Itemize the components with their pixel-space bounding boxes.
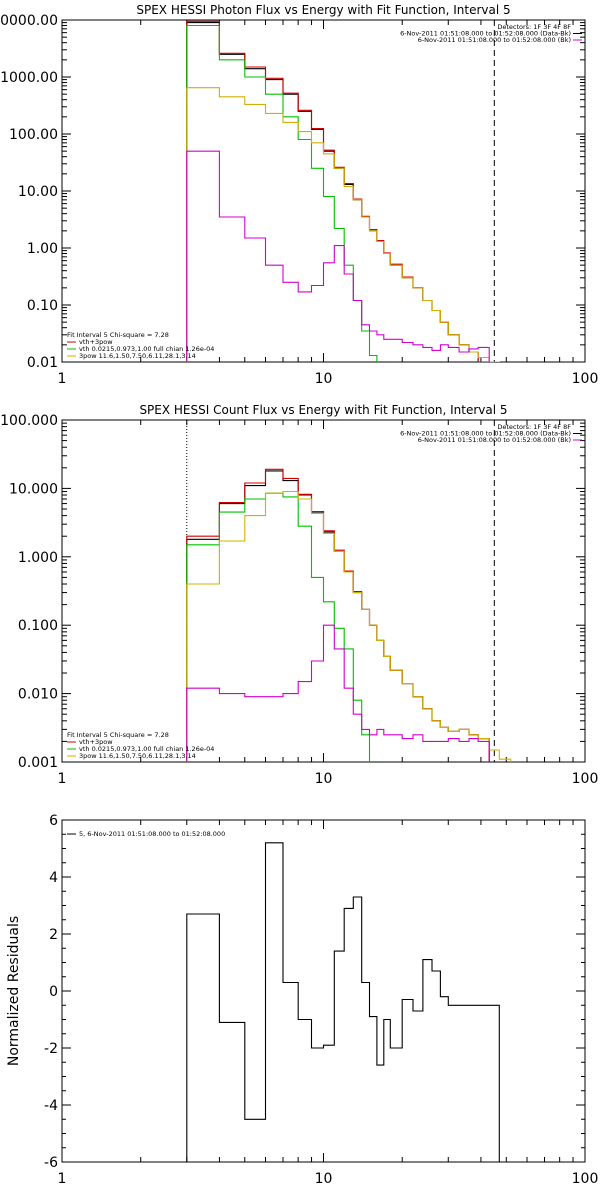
chart-panel-2: SPEX HESSI Count Flux vs Energy with Fit…: [0, 403, 598, 787]
legend-entry: 6-Nov-2011 01:51:08.000 to 01:52:08.000 …: [400, 430, 571, 438]
legend-entry: 5, 6-Nov-2011 01:51:08.000 to 01:52:08.0…: [79, 830, 225, 838]
series-line-5: [186, 624, 490, 762]
y-tick-label: 0: [49, 984, 58, 1000]
chart-panel-3: 1 10 100 6 4 2 0 -2 -4 -6 Normalized Residuals 5, 6…: [6, 813, 598, 1187]
legend-entry: Fit Interval 5 Chi-square = 7.28: [67, 731, 169, 739]
y-tick-label: 10.000: [9, 481, 58, 497]
legend-entry: 6-Nov-2011 01:51:08.000 to 01:52:08.000 …: [418, 36, 571, 44]
series-line-1: [186, 842, 500, 1162]
x-tick-label: 10: [315, 371, 333, 387]
y-tick-label: 0.01: [27, 355, 58, 371]
x-tick-label: 1: [58, 771, 67, 787]
series-line-1: [186, 470, 490, 762]
legend-entry: 6-Nov-2011 01:51:08.000 to 01:52:08.000 …: [400, 30, 571, 38]
series-line-1: [186, 22, 500, 362]
y-tick-label: 1000.00: [0, 70, 58, 86]
series-line-2: [186, 20, 490, 362]
legend-entry: 6-Nov-2011 01:51:08.000 to 01:52:08.000 …: [418, 436, 571, 444]
y-tick-label: 100.000: [0, 413, 58, 429]
x-tick-label: 100: [572, 771, 599, 787]
series-line-4: [186, 87, 500, 362]
chart-panel-1: SPEX HESSI Photon Flux vs Energy with Fi…: [0, 3, 598, 387]
x-tick-label: 100: [572, 1171, 599, 1187]
y-tick-label: 0.001: [18, 755, 58, 771]
legend-entry: Detectors: 1F 3F 4F 8F: [497, 23, 571, 31]
y-tick-label: 1.00: [27, 241, 58, 257]
y-tick-label: 1.000: [18, 550, 58, 566]
plot-frame: [61, 819, 586, 1163]
series-line-4: [186, 490, 512, 762]
y-tick-label: -6: [44, 1155, 58, 1171]
legend-entry: vth 0.0215,0.973,1.00 full chian 1.26e-0…: [79, 745, 214, 753]
chart-title: SPEX HESSI Photon Flux vs Energy with Fi…: [136, 3, 510, 17]
legend-entry: Detectors: 1F 3F 4F 8F: [497, 423, 571, 431]
y-tick-label: -2: [44, 1041, 58, 1057]
x-tick-label: 100: [572, 371, 599, 387]
x-tick-label: 10: [315, 771, 333, 787]
y-tick-label: 0.100: [18, 618, 58, 634]
y-axis-label: Normalized Residuals: [6, 916, 22, 1066]
legend-entry: 3pow 11.6,1.50,7.50,6.11,28.1,3.14: [79, 752, 196, 760]
x-tick-label: 10: [315, 1171, 333, 1187]
legend-entry: vth+3pow: [79, 738, 113, 746]
y-tick-label: 10.00: [18, 184, 58, 200]
legend-entry: vth+3pow: [79, 338, 113, 346]
x-tick-label: 1: [58, 1171, 67, 1187]
y-tick-label: 2: [49, 927, 58, 943]
y-tick-label: 100.00: [9, 127, 58, 143]
legend-entry: vth 0.0215,0.973,1.00 full chian 1.26e-0…: [79, 345, 214, 353]
series-line-3: [186, 24, 378, 362]
y-tick-label: -4: [44, 1098, 58, 1114]
x-tick-label: 1: [58, 371, 67, 387]
y-tick-label: 6: [49, 813, 58, 829]
chart-title: SPEX HESSI Count Flux vs Energy with Fit…: [139, 403, 507, 417]
series-line-2: [186, 468, 490, 762]
legend-entry: Fit Interval 5 Chi-square = 7.28: [67, 331, 169, 339]
y-tick-label: 0.010: [18, 687, 58, 703]
y-tick-label: 0.10: [27, 298, 58, 314]
series-line-5: [186, 150, 490, 362]
y-tick-label: 4: [49, 870, 58, 886]
legend-entry: 3pow 11.6,1.50,7.50,6.11,28.1,3.14: [79, 352, 196, 360]
